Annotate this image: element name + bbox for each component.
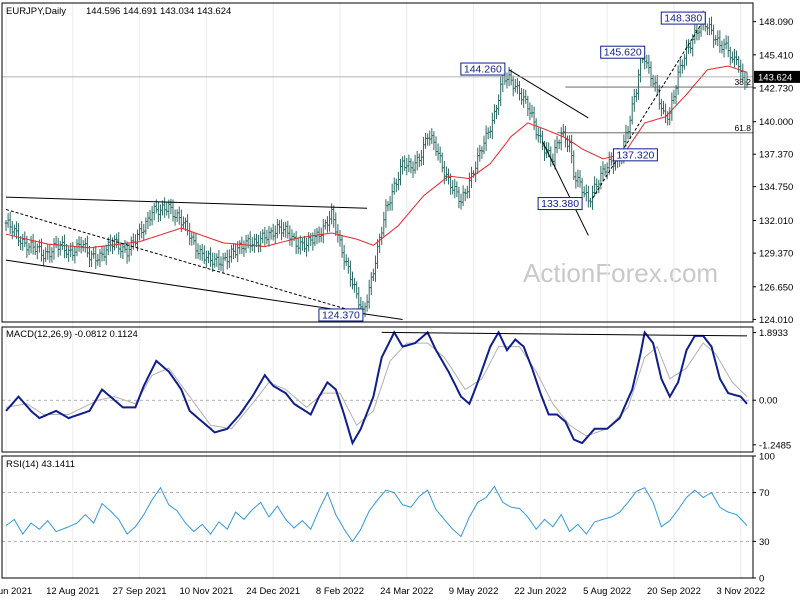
chart-ohlc-label: 144.596 144.691 143.034 143.624 xyxy=(86,6,231,17)
trendline xyxy=(508,69,589,119)
price-annotation: 137.320 xyxy=(612,148,658,162)
panel-frame xyxy=(1,326,754,453)
rsi-tick-label: 70 xyxy=(759,488,770,499)
macd-tick-label: -1.2485 xyxy=(759,440,791,451)
x-tick-label: 3 Nov 2022 xyxy=(716,586,765,597)
y-tick-label: 132.010 xyxy=(759,216,793,227)
x-tick-label: 12 Aug 2021 xyxy=(46,586,99,597)
current-price-tag xyxy=(754,70,800,83)
fib-level-label: 61.8 xyxy=(734,123,751,133)
macd-line xyxy=(5,330,748,446)
y-tick-label: 142.730 xyxy=(759,83,793,94)
rsi-tick-label: 30 xyxy=(759,537,770,548)
x-tick-label: 8 Feb 2022 xyxy=(316,586,364,597)
price-annotation-label: 133.380 xyxy=(541,198,579,210)
panel-frame xyxy=(1,455,754,579)
price-annotation-label: 145.620 xyxy=(604,47,642,59)
x-tick-label: 20 Sep 2022 xyxy=(647,586,701,597)
price-annotation-label: 148.380 xyxy=(664,13,702,25)
price-annotation: 124.370 xyxy=(318,308,364,322)
x-tick-label: 10 Nov 2021 xyxy=(179,586,233,597)
current-price-label: 143.624 xyxy=(758,72,792,83)
rsi-tick-label: 100 xyxy=(759,452,775,463)
watermark: ActionForex.com xyxy=(523,258,718,288)
x-tick-label: 22 Jun 2022 xyxy=(514,586,566,597)
y-tick-label: 124.010 xyxy=(759,315,793,326)
price-annotation-label: 137.320 xyxy=(616,149,654,161)
rsi-title: RSI(14) 43.1411 xyxy=(6,459,75,470)
x-tick-label: 29 Jun 2021 xyxy=(0,586,32,597)
x-tick-label: 27 Sep 2021 xyxy=(113,586,167,597)
x-tick-label: 5 Aug 2022 xyxy=(583,586,631,597)
fib-level-label: 38.2 xyxy=(734,77,751,87)
x-tick-label: 9 May 2022 xyxy=(449,586,499,597)
y-tick-label: 129.370 xyxy=(759,249,793,260)
trendline xyxy=(5,209,357,313)
macd-tick-label: 0.00 xyxy=(759,396,778,407)
y-tick-label: 145.410 xyxy=(759,50,793,61)
panel-frame xyxy=(1,2,754,323)
rsi-tick-label: 0 xyxy=(759,574,764,585)
trendline xyxy=(5,196,368,209)
price-annotation: 145.620 xyxy=(600,45,646,59)
price-annotation: 144.260 xyxy=(460,62,506,76)
y-tick-label: 148.090 xyxy=(759,17,793,28)
macd-tick-label: 1.8933 xyxy=(759,328,788,339)
trendline xyxy=(541,141,589,236)
price-annotation: 148.380 xyxy=(660,11,706,25)
trendline xyxy=(592,17,706,199)
y-tick-label: 137.370 xyxy=(759,150,793,161)
macd-signal-line xyxy=(5,342,748,437)
y-tick-label: 134.750 xyxy=(759,182,793,193)
rsi-line xyxy=(5,485,748,543)
macd-title: MACD(12,26,9) -0.0812 0.1124 xyxy=(6,329,138,340)
y-tick-label: 140.000 xyxy=(759,117,793,128)
x-tick-label: 24 Mar 2022 xyxy=(380,586,433,597)
price-annotation-label: 144.260 xyxy=(464,64,502,76)
price-annotation-label: 124.370 xyxy=(322,309,360,321)
macd-trendline xyxy=(381,331,748,337)
price-annotation: 133.380 xyxy=(537,197,583,211)
x-tick-label: 24 Dec 2021 xyxy=(246,586,300,597)
chart-symbol-label: EURJPY,Daily xyxy=(6,6,66,17)
y-tick-label: 126.650 xyxy=(759,282,793,293)
